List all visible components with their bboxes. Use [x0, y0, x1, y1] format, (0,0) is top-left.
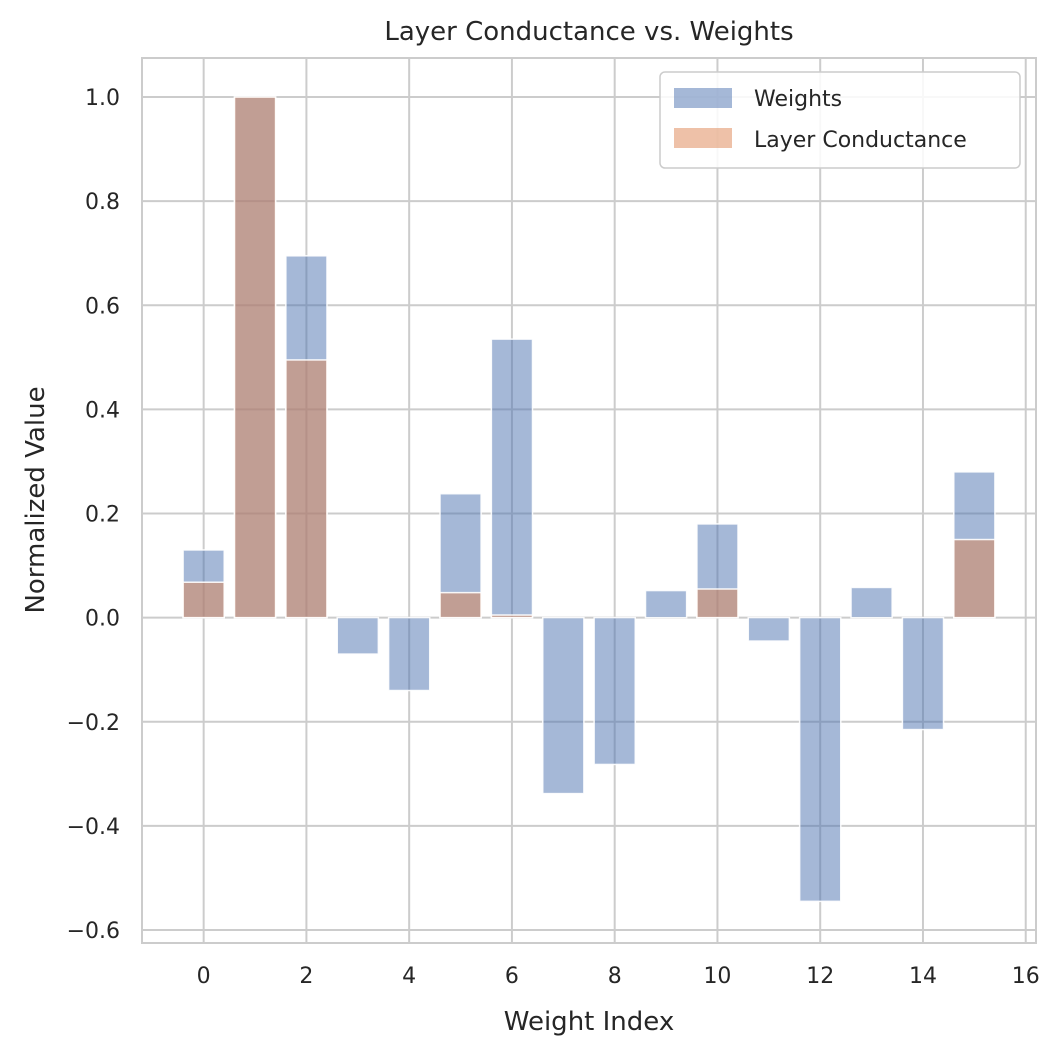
- legend: Weights Layer Conductance: [659, 71, 1021, 169]
- bars: [182, 96, 996, 903]
- x-tick-label: 8: [608, 964, 622, 989]
- tick-labels: 0 2 4 6 8 10 12 14 16 −0.6 −0.4 −0.2 0.0 0.2 0.4 0.6 0.8…: [67, 86, 1040, 989]
- bar-layer-conductance-15: [953, 538, 996, 619]
- bar-weights-11: [747, 616, 791, 642]
- x-tick-label: 14: [909, 964, 937, 989]
- y-tick-label: −0.6: [67, 919, 120, 944]
- y-tick-label: 0.2: [85, 503, 120, 528]
- y-axis-label: Normalized Value: [21, 386, 51, 613]
- x-tick-label: 16: [1012, 964, 1040, 989]
- plot-frame: [141, 57, 1037, 944]
- bar-weights-12: [798, 616, 842, 903]
- bar-weights-8: [593, 616, 636, 766]
- bar-weights-7: [542, 616, 585, 795]
- bar-weights-3: [336, 616, 380, 655]
- bar-weights-4: [387, 616, 431, 692]
- x-tick-label: 4: [402, 964, 416, 989]
- bar-layer-conductance-0: [182, 581, 225, 619]
- y-tick-label: 0.0: [85, 607, 120, 632]
- chart-title: Layer Conductance vs. Weights: [384, 17, 793, 47]
- bar-weights-9: [644, 589, 688, 619]
- legend-swatch-weights: [674, 88, 732, 108]
- y-tick-label: 0.4: [85, 398, 120, 423]
- y-tick-label: −0.2: [67, 711, 120, 736]
- x-tick-label: 2: [299, 964, 313, 989]
- x-tick-label: 0: [197, 964, 211, 989]
- bar-weights-13: [850, 586, 893, 619]
- legend-box: [659, 71, 1021, 169]
- bar-layer-conductance-10: [696, 588, 739, 619]
- grid: [142, 58, 1036, 943]
- bar-layer-conductance-5: [439, 591, 482, 619]
- x-tick-label: 10: [703, 964, 731, 989]
- bar-layer-conductance-6: [490, 614, 534, 619]
- legend-label-layer-conductance: Layer Conductance: [754, 128, 967, 153]
- x-tick-label: 6: [505, 964, 519, 989]
- legend-swatch-layer-conductance: [674, 128, 732, 148]
- y-tick-label: −0.4: [67, 815, 120, 840]
- x-tick-label: 12: [806, 964, 834, 989]
- y-tick-label: 0.8: [85, 190, 120, 215]
- y-tick-label: 0.6: [85, 294, 120, 319]
- y-tick-label: 1.0: [85, 86, 120, 111]
- bar-layer-conductance-1: [233, 96, 277, 619]
- bar-weights-14: [901, 616, 945, 731]
- bar-weights-6: [490, 338, 534, 619]
- bar-layer-conductance-2: [285, 359, 328, 619]
- x-axis-label: Weight Index: [504, 1007, 674, 1037]
- legend-label-weights: Weights: [754, 87, 842, 112]
